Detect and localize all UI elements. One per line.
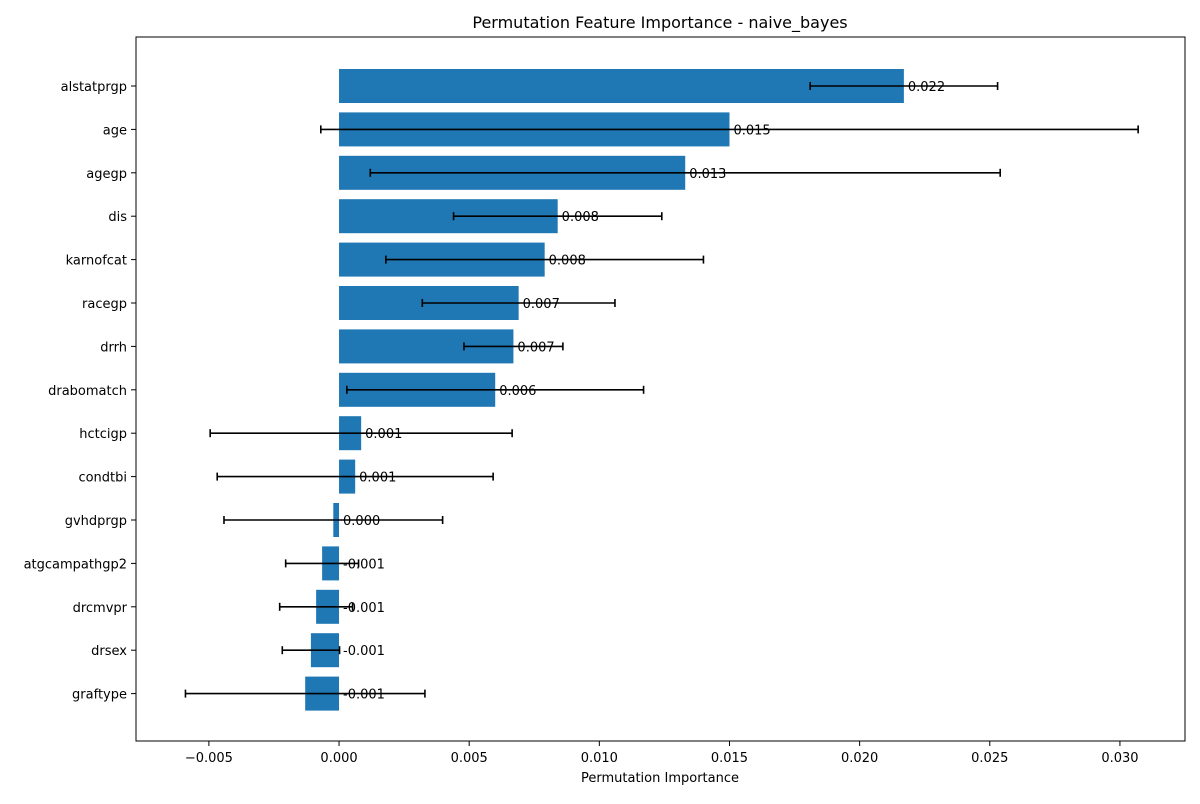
y-tick-label: racegp — [82, 297, 127, 312]
x-tick-label: 0.025 — [971, 751, 1008, 766]
errorbar-dis — [452, 212, 663, 221]
y-tick-label: graftype — [72, 688, 127, 703]
value-label: 0.015 — [733, 123, 770, 138]
value-label: -0.001 — [343, 688, 385, 703]
errorbars-layer — [184, 82, 1139, 698]
y-tick-label: drcmvpr — [73, 601, 128, 616]
errorbar-age — [320, 125, 1139, 134]
x-tick-label: −0.005 — [185, 751, 233, 766]
value-label: -0.001 — [343, 644, 385, 659]
x-axis: −0.005 0.000 0.005 0.010 0.015 0.020 0.025 0.03… — [185, 741, 1139, 766]
value-label: 0.006 — [499, 384, 536, 399]
x-tick-label: 0.010 — [581, 751, 618, 766]
errorbar-agegp — [369, 168, 1001, 177]
errorbar-drrh — [463, 342, 564, 351]
y-tick-label: agegp — [86, 167, 127, 182]
value-label: 0.007 — [523, 297, 560, 312]
errorbar-karnofcat — [385, 255, 705, 264]
value-label: 0.001 — [359, 471, 396, 486]
value-label: 0.022 — [908, 80, 945, 95]
y-tick-label: alstatprgp — [61, 80, 127, 95]
plot-frame — [135, 36, 1186, 742]
value-label: 0.000 — [343, 514, 380, 529]
y-tick-label: dis — [108, 210, 127, 225]
y-tick-label: age — [103, 123, 127, 138]
value-label: 0.001 — [365, 427, 402, 442]
value-label: -0.001 — [343, 557, 385, 572]
value-label: 0.008 — [562, 210, 599, 225]
y-tick-label: hctcigp — [79, 427, 127, 442]
y-tick-label: condtbi — [78, 471, 127, 486]
value-labels-layer: 0.022 0.015 0.013 0.008 0.008 0.007 0.007 0.006… — [343, 80, 945, 703]
y-tick-label: drabomatch — [48, 384, 127, 399]
errorbar-racegp — [421, 299, 616, 307]
errorbar-condtbi — [216, 472, 494, 481]
errorbar-drabomatch — [346, 385, 645, 394]
chart-title: Permutation Feature Importance - naive_b… — [472, 13, 847, 33]
x-tick-label: 0.005 — [451, 751, 488, 766]
y-tick-label: drsex — [91, 644, 127, 659]
errorbar-hctcigp — [209, 429, 513, 438]
errorbar-atgcampathgp2 — [284, 559, 360, 568]
y-tick-label: atgcampathgp2 — [24, 557, 127, 572]
errorbar-drsex — [281, 646, 341, 655]
x-tick-label: 0.015 — [711, 751, 748, 766]
x-tick-label: 0.020 — [841, 751, 878, 766]
value-label: 0.007 — [517, 340, 554, 355]
value-label: 0.008 — [549, 254, 586, 269]
x-axis-label: Permutation Importance — [581, 771, 739, 786]
errorbar-drcmvpr — [278, 602, 354, 611]
y-tick-label: drrh — [100, 340, 127, 355]
errorbar-gvhdprgp — [223, 516, 444, 524]
value-label: -0.001 — [343, 601, 385, 616]
x-tick-label: 0.030 — [1101, 751, 1138, 766]
errorbar-graftype — [184, 689, 426, 698]
y-tick-label: karnofcat — [66, 254, 127, 269]
value-label: 0.013 — [689, 167, 726, 182]
y-tick-label: gvhdprgp — [65, 514, 127, 529]
x-tick-label: 0.000 — [320, 751, 357, 766]
errorbar-alstatprgp — [809, 82, 999, 90]
y-axis: alstatprgp age agegp dis karnofcat racegp drrh… — [24, 80, 136, 703]
